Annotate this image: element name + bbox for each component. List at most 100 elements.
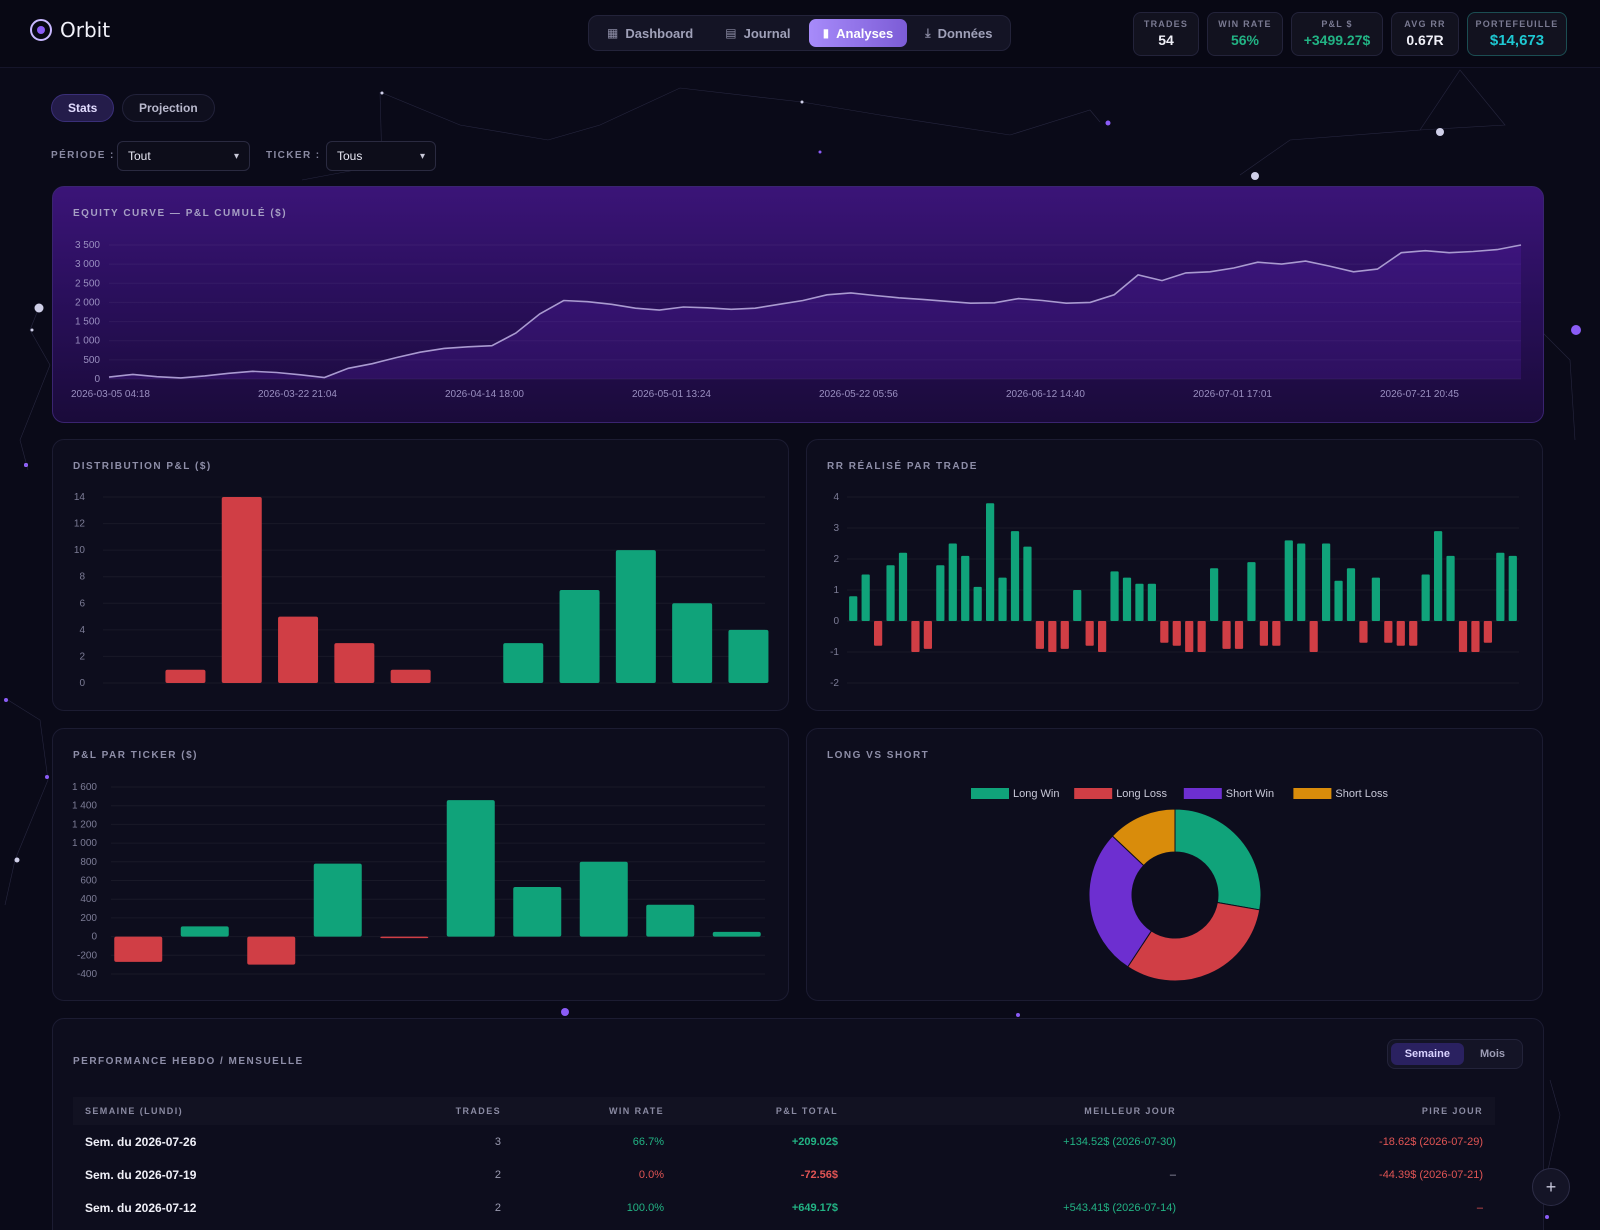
ticker-bar (646, 904, 695, 937)
brand[interactable]: Orbit (30, 18, 110, 42)
rr-bar (1160, 621, 1169, 643)
nav-journal[interactable]: ▤ Journal (711, 19, 804, 47)
y-tick-label: 600 (80, 876, 97, 887)
rr-title: RR RÉALISÉ PAR TRADE (827, 461, 978, 472)
longshort-title: LONG VS SHORT (827, 750, 930, 761)
rr-bar (1210, 568, 1219, 621)
y-tick-label: -2 (830, 678, 839, 689)
rr-bar (1234, 621, 1244, 649)
cell-best: – (1169, 1168, 1176, 1181)
period-select[interactable]: Tout ▾ (117, 141, 250, 171)
period-toggle: Semaine Mois (1386, 1039, 1523, 1069)
equity-area (109, 245, 1521, 379)
rr-bar (1135, 583, 1144, 621)
nav-dashboard[interactable]: ▦ Dashboard (593, 19, 707, 47)
cell-best: +134.52$ (2026-07-30) (1063, 1135, 1176, 1148)
ticker-bar (313, 863, 362, 937)
distribution-bar (278, 616, 319, 683)
rr-bar (849, 596, 858, 621)
pie-slice (1111, 808, 1176, 867)
table-row[interactable]: Sem. du 2026-07-12 2 100.0% +649.17$ +54… (73, 1191, 1495, 1224)
table-row[interactable]: Sem. du 2026-07-19 2 0.0% -72.56$ – -44.… (73, 1158, 1495, 1191)
y-tick-label: 0 (94, 374, 100, 385)
stat-trades: TRADES 54 (1133, 12, 1199, 56)
rr-bar (1396, 621, 1405, 646)
y-tick-label: 3 500 (75, 240, 100, 251)
rr-bar (1010, 531, 1020, 621)
pie-slice (1088, 835, 1153, 968)
ticker-bar (380, 936, 429, 939)
rr-bar (1272, 621, 1281, 646)
y-tick-label: -1 (830, 647, 839, 658)
ticker-select[interactable]: Tous ▾ (326, 141, 436, 171)
distribution-title: DISTRIBUTION P&L ($) (73, 461, 212, 472)
ticker-card: P&L PAR TICKER ($) 1 600 1 400 1 200 1 000 8… (52, 728, 789, 1001)
cell-best: +543.41$ (2026-07-14) (1063, 1201, 1176, 1214)
x-tick-label: 2026-03-22 21:04 (258, 389, 337, 400)
y-tick-label: -200 (77, 950, 97, 961)
cell-week: Sem. du 2026-07-19 (85, 1167, 197, 1182)
y-tick-label: 2 (79, 651, 85, 662)
stat-avgrr-label: AVG RR (1404, 19, 1446, 29)
cell-week: Sem. du 2026-07-26 (85, 1134, 197, 1149)
cell-trades: 3 (494, 1135, 501, 1148)
ticker-bar (247, 936, 296, 965)
toggle-week[interactable]: Semaine (1390, 1043, 1464, 1065)
rr-bar (1309, 621, 1318, 652)
toggle-month[interactable]: Mois (1479, 1048, 1505, 1060)
rr-bar (1471, 621, 1480, 652)
rr-bar (1284, 540, 1293, 621)
x-tick-label: 2026-05-22 05:56 (819, 389, 898, 400)
nav-analyses[interactable]: ▮ Analyses (808, 19, 908, 47)
distribution-bar (390, 669, 431, 683)
col-pnl: P&L TOTAL (775, 1106, 838, 1116)
col-trades: TRADES (455, 1106, 501, 1116)
rr-bar (986, 503, 995, 621)
legend-label: Long Loss (1116, 788, 1167, 800)
ticker-bar (712, 931, 761, 937)
grid-icon: ▦ (607, 26, 619, 40)
legend-swatch (1074, 788, 1113, 799)
stat-avgrr: AVG RR 0.67R (1391, 12, 1459, 56)
stat-winrate-label: WIN RATE (1218, 19, 1272, 29)
tab-projection[interactable]: Projection (122, 94, 215, 122)
stat-trades-value: 54 (1158, 32, 1174, 48)
y-tick-label: 1 600 (72, 782, 97, 793)
stat-pnl: P&L $ +3499.27$ (1291, 12, 1383, 56)
y-tick-label: 200 (80, 913, 97, 924)
longshort-card: LONG VS SHORT Long Win Long Loss Short Win… (806, 728, 1543, 1001)
longshort-chart: Long Win Long Loss Short Win Short Loss (971, 788, 1388, 982)
rr-bar (948, 543, 957, 621)
stat-pnl-value: +3499.27$ (1303, 32, 1371, 48)
col-best: MEILLEUR JOUR (1084, 1106, 1176, 1116)
stat-portfolio-label: PORTEFEUILLE (1475, 19, 1559, 29)
rr-bar (1409, 621, 1418, 646)
nav-donnees[interactable]: ⤓ Données (911, 19, 1006, 47)
rr-bar (1346, 568, 1356, 621)
chevron-down-icon: ▾ (233, 150, 239, 162)
y-tick-label: 14 (74, 492, 86, 503)
rr-bar (898, 552, 908, 621)
performance-title: PERFORMANCE HEBDO / MENSUELLE (73, 1056, 304, 1067)
y-tick-label: 500 (83, 355, 100, 366)
rr-bar (1458, 621, 1468, 652)
y-tick-label: 1 200 (72, 819, 97, 830)
stat-portfolio: PORTEFEUILLE $14,673 (1467, 12, 1567, 56)
rr-bar (1496, 552, 1505, 621)
table-row[interactable]: Sem. du 2026-07-26 3 66.7% +209.02$ +134… (73, 1125, 1495, 1158)
tab-stats[interactable]: Stats (51, 94, 115, 122)
rr-bar (1297, 543, 1306, 621)
rr-bar (1371, 577, 1380, 621)
rr-bar (861, 574, 870, 621)
rr-bar (1434, 531, 1443, 621)
rr-bar (1122, 577, 1132, 621)
y-tick-label: 1 (833, 585, 839, 596)
rr-bar (1421, 574, 1430, 621)
add-button[interactable]: + (1532, 1168, 1570, 1206)
y-tick-label: 0 (91, 932, 97, 943)
rr-bar (1384, 621, 1393, 643)
y-tick-label: 0 (833, 616, 839, 627)
cell-worst: -18.62$ (2026-07-29) (1379, 1135, 1483, 1148)
ticker-bar (114, 936, 163, 962)
rr-bar (1446, 555, 1455, 621)
